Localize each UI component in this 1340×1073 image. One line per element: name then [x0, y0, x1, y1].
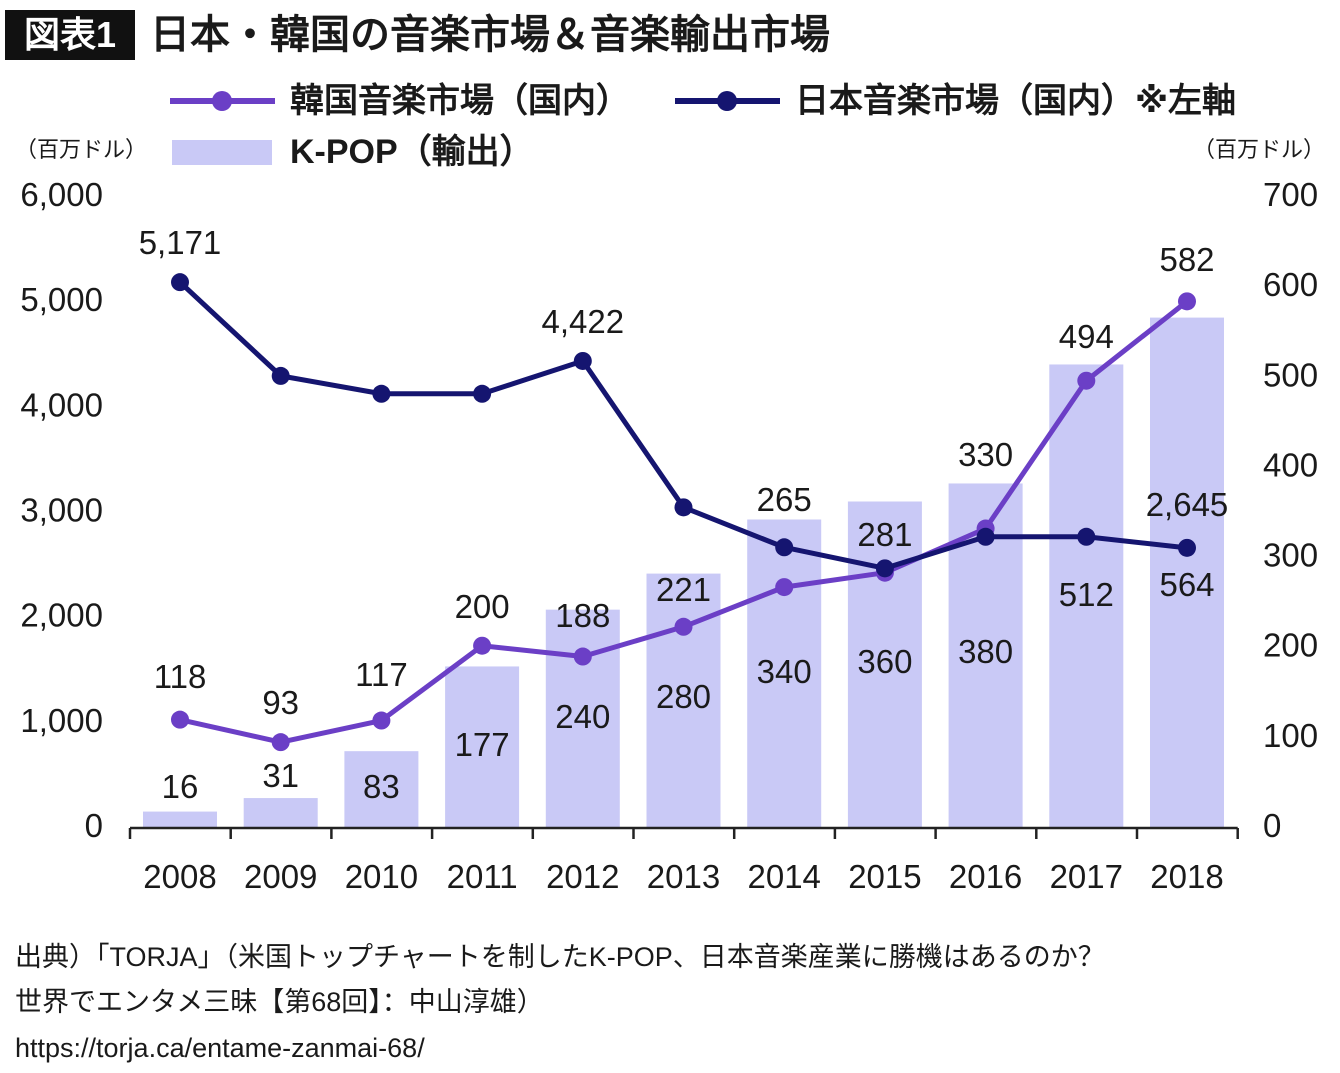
point-korea-market-2018	[1178, 292, 1196, 311]
point-korea-market-2012	[573, 647, 592, 666]
legend-swatch-kpop-export	[172, 140, 272, 165]
data-label-kpop-export-2009: 31	[262, 757, 299, 794]
data-label-kpop-export-2013: 280	[656, 678, 711, 715]
x-tick-label-2016: 2016	[949, 858, 1022, 895]
y-left-tick-label: 5,000	[20, 281, 103, 318]
x-tick-label-2015: 2015	[848, 858, 921, 895]
line-japan-market	[178, 280, 1188, 571]
point-korea-market-2017	[1077, 371, 1096, 390]
x-tick-label-2010: 2010	[345, 858, 418, 895]
point-japan-market-2015	[875, 559, 894, 578]
point-korea-market-2011	[473, 636, 492, 655]
point-korea-market-2010	[372, 711, 391, 730]
x-tick-label-2011: 2011	[447, 858, 518, 895]
y-left-tick-label: 0	[85, 807, 103, 844]
data-label-kpop-export-2017: 512	[1059, 576, 1114, 613]
y-left-tick-label: 6,000	[20, 176, 103, 213]
point-japan-market-2010	[372, 384, 391, 403]
data-label-kpop-export-2012: 240	[555, 698, 610, 735]
data-label-korea-market-2018: 582	[1159, 241, 1214, 278]
chart-title: 日本・韓国の音楽市場＆音楽輸出市場	[150, 13, 830, 57]
data-label-korea-market-2014: 265	[757, 481, 812, 518]
point-japan-market-2017	[1077, 527, 1096, 546]
legend-label-korea-market: 韓国音楽市場（国内）	[290, 82, 630, 120]
data-label-korea-market-2012: 188	[555, 597, 610, 634]
y-right-tick-label: 100	[1263, 717, 1318, 754]
point-japan-market-2016	[976, 527, 995, 546]
bar-kpop-export-2015	[847, 501, 922, 827]
y-right-tick-label: 300	[1263, 537, 1318, 574]
y-right-tick-label: 700	[1263, 176, 1318, 213]
y-right-tick-label: 200	[1263, 627, 1318, 664]
bar-kpop-export-2008	[143, 811, 217, 827]
bar-kpop-export-2017	[1049, 364, 1124, 827]
data-label-korea-market-2011: 200	[455, 588, 510, 625]
point-korea-market-2009	[271, 733, 290, 752]
x-tick-label-2009: 2009	[244, 858, 317, 895]
source-line-2: 世界でエンタメ三昧【第68回】：中山淳雄）	[15, 987, 544, 1017]
legend-label-kpop-export: K-POP（輸出）	[290, 133, 534, 171]
y-right-tick-label: 400	[1263, 446, 1318, 483]
bar-kpop-export-2018	[1150, 317, 1224, 827]
x-tick-label-2008: 2008	[143, 858, 216, 895]
point-japan-market-2018	[1178, 538, 1196, 557]
right-axis-unit: （百万ドル）	[1192, 137, 1325, 162]
data-label-korea-market-2010: 117	[355, 656, 408, 693]
data-label-japan-market-2012: 4,422	[542, 303, 625, 340]
legend-marker-japan-market	[717, 91, 737, 111]
x-tick-label-2018: 2018	[1150, 858, 1223, 895]
point-korea-market-2013	[674, 617, 693, 636]
point-japan-market-2014	[775, 538, 794, 557]
data-label-korea-market-2013: 221	[656, 571, 711, 608]
data-label-korea-market-2015: 281	[857, 516, 912, 553]
legend-label-japan-market: 日本音楽市場（国内）※左軸	[795, 82, 1237, 120]
left-axis-unit: （百万ドル）	[15, 137, 148, 162]
y-left-tick-label: 4,000	[20, 386, 103, 423]
data-label-kpop-export-2015: 360	[857, 643, 912, 680]
bar-kpop-export-2011	[445, 666, 520, 827]
bar-kpop-export-2010	[344, 751, 419, 827]
data-label-kpop-export-2016: 380	[958, 633, 1013, 670]
x-tick-label-2014: 2014	[747, 858, 820, 895]
data-label-japan-market-2008: 5,171	[139, 224, 222, 261]
data-label-korea-market-2009: 93	[262, 684, 299, 721]
y-right-tick-label: 600	[1263, 266, 1318, 303]
point-japan-market-2009	[271, 366, 290, 385]
point-japan-market-2012	[573, 351, 592, 370]
bar-kpop-export-2012	[545, 609, 620, 827]
bar-kpop-export-2009	[243, 798, 318, 827]
data-label-korea-market-2017: 494	[1059, 318, 1114, 355]
y-left-tick-label: 3,000	[20, 492, 103, 529]
point-japan-market-2008	[171, 273, 189, 292]
figure-label: 図表1	[5, 10, 135, 60]
data-label-kpop-export-2010: 83	[363, 768, 400, 805]
x-tick-label-2012: 2012	[546, 858, 619, 895]
data-label-kpop-export-2014: 340	[757, 653, 812, 690]
data-label-kpop-export-2018: 564	[1159, 566, 1214, 603]
x-tick-label-2013: 2013	[647, 858, 720, 895]
point-japan-market-2013	[674, 498, 693, 517]
x-tick-label-2017: 2017	[1050, 858, 1123, 895]
point-korea-market-2014	[775, 578, 794, 597]
point-japan-market-2011	[473, 384, 492, 403]
data-label-korea-market-2016: 330	[958, 436, 1013, 473]
data-label-kpop-export-2008: 16	[162, 768, 199, 805]
legend-marker-korea-market	[212, 91, 232, 111]
bar-kpop-export-2014	[747, 519, 822, 827]
y-left-tick-label: 2,000	[20, 597, 103, 634]
y-left-tick-label: 1,000	[20, 702, 103, 739]
data-label-japan-market-2018: 2,645	[1146, 486, 1229, 523]
data-label-korea-market-2008: 118	[154, 658, 207, 695]
data-label-kpop-export-2011: 177	[455, 726, 510, 763]
y-right-tick-label: 0	[1263, 807, 1281, 844]
y-right-tick-label: 500	[1263, 356, 1318, 393]
point-korea-market-2008	[171, 710, 189, 729]
source-url: https://torja.ca/entame-zanmai-68/	[15, 1033, 425, 1063]
source-line-1: 出典）「TORJA」（米国トップチャートを制したK-POP、日本音楽産業に勝機は…	[15, 942, 1105, 972]
